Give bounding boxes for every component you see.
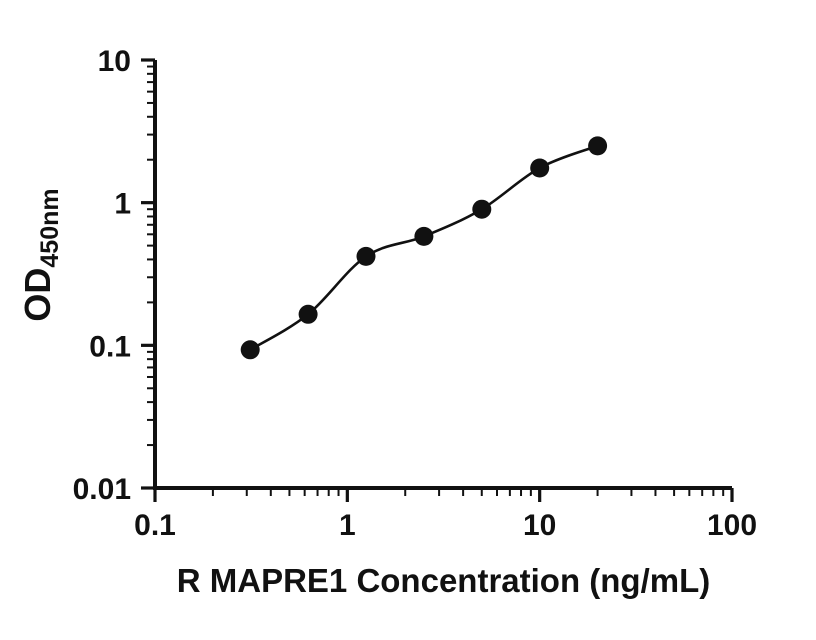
data-point bbox=[588, 136, 608, 156]
x-tick-label: 0.1 bbox=[134, 509, 176, 542]
y-tick-label: 0.1 bbox=[89, 330, 131, 363]
data-point bbox=[298, 304, 318, 324]
y-tick-label: 1 bbox=[114, 188, 131, 221]
y-tick-label: 10 bbox=[98, 45, 131, 78]
y-axis-title-main: OD bbox=[17, 268, 58, 322]
x-axis-title: R MAPRE1 Concentration (ng/mL) bbox=[177, 562, 711, 599]
x-tick-label: 10 bbox=[523, 509, 556, 542]
y-axis-title-subscript: 450nm bbox=[36, 188, 64, 267]
axis-lines bbox=[153, 60, 732, 490]
y-tick-label: 0.01 bbox=[73, 473, 131, 506]
x-tick-label: 100 bbox=[707, 509, 757, 542]
data-point bbox=[240, 340, 260, 360]
data-point bbox=[472, 199, 492, 219]
data-point bbox=[530, 158, 550, 178]
y-axis-title: OD450nm bbox=[17, 188, 64, 321]
x-tick-label: 1 bbox=[339, 509, 356, 542]
data-point bbox=[414, 226, 434, 246]
data-point bbox=[356, 246, 376, 266]
